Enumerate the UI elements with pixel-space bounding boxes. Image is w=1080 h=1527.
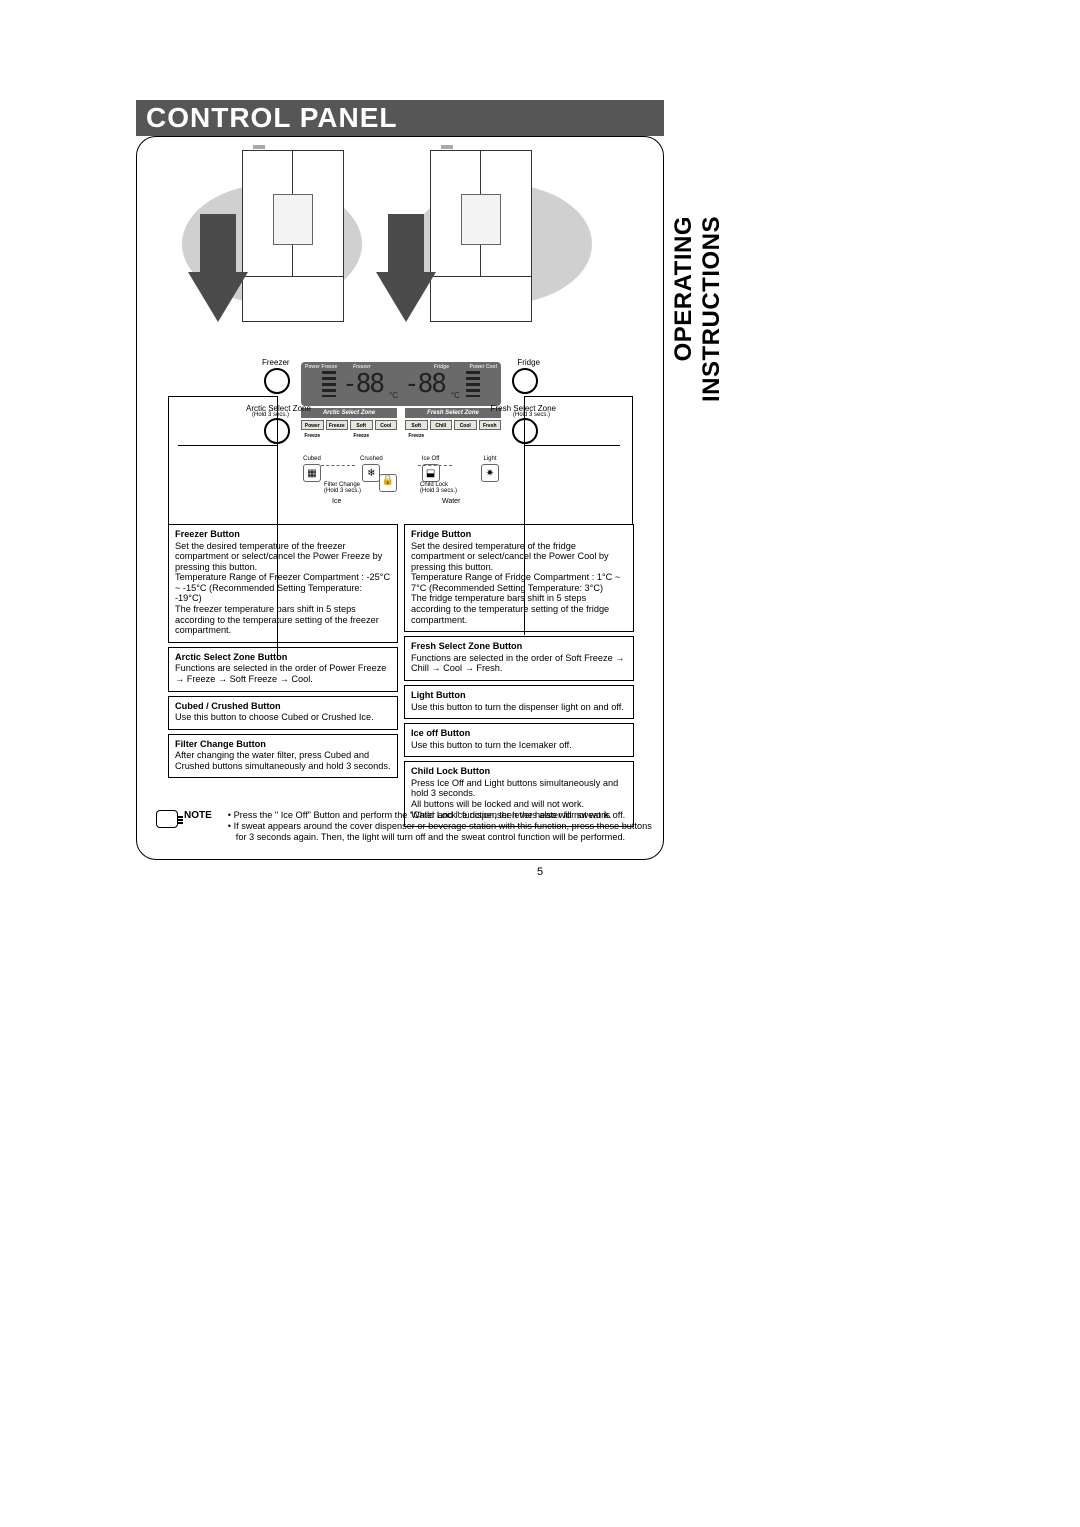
panel-button: Chill <box>430 420 453 430</box>
panel-button: Soft Freeze <box>350 420 373 430</box>
page: CONTROL PANEL OPERATING INSTRUCTIONS Pow… <box>0 0 1080 1527</box>
lead-line <box>168 396 277 397</box>
arrow-down-icon <box>188 214 248 324</box>
light-icon: Light✷ <box>479 456 501 506</box>
desc-title: Filter Change Button <box>175 739 391 750</box>
dash-line <box>321 465 355 466</box>
desc-iceoff-button: Ice off Button Use this button to turn t… <box>404 723 634 757</box>
panel-button: Soft Freeze <box>405 420 428 430</box>
desc-text: Set the desired temperature of the fridg… <box>411 541 627 626</box>
desc-title: Arctic Select Zone Button <box>175 652 391 663</box>
desc-title: Light Button <box>411 690 627 701</box>
section-label: OPERATING INSTRUCTIONS <box>670 216 726 536</box>
fridge-outline <box>242 150 344 322</box>
desc-title: Child Lock Button <box>411 766 627 777</box>
level-bars <box>322 371 336 397</box>
desc-title: Fresh Select Zone Button <box>411 641 627 652</box>
fridge-illustration <box>152 144 648 344</box>
note-list: Press the " Ice Off" Button and perform … <box>218 810 652 843</box>
desc-arctic-button: Arctic Select Zone Button Functions are … <box>168 647 398 692</box>
freezer-label: Freezer <box>262 358 290 367</box>
level-bars <box>466 371 480 397</box>
fridge-outline <box>430 150 532 322</box>
fresh-button-circle <box>512 418 538 444</box>
note-row: NOTE Press the " Ice Off" Button and per… <box>156 810 652 843</box>
panel-button: Fresh <box>479 420 502 430</box>
desc-title: Fridge Button <box>411 529 627 540</box>
arrow-down-icon <box>376 214 436 324</box>
fresh-hold: (Hold 3 secs.) <box>513 412 550 418</box>
desc-title: Ice off Button <box>411 728 627 739</box>
desc-text: After changing the water filter, press C… <box>175 750 391 771</box>
freezer-temp: -88 <box>342 369 383 399</box>
note-item: Press the " Ice Off" Button and perform … <box>228 810 652 821</box>
desc-text: Use this button to turn the dispenser li… <box>411 702 627 713</box>
lcd-label: Fridge <box>434 364 449 370</box>
arctic-hold: (Hold 3 secs.) <box>252 412 289 418</box>
desc-filter-button: Filter Change Button After changing the … <box>168 734 398 779</box>
cubed-icon: Cubed▦ <box>301 456 323 506</box>
lcd-display: Power Freeze Freezer Fridge Power Cool -… <box>301 362 501 406</box>
dash-line <box>418 465 452 466</box>
desc-fridge-button: Fridge Button Set the desired temperatur… <box>404 524 634 632</box>
icon-row: Cubed▦ Crushed❄ Ice Off⬓ Light✷ <box>301 456 501 506</box>
unit: °C <box>451 391 460 400</box>
panel-button: Power Freeze <box>301 420 324 430</box>
filter-label: Filter Change(Hold 3 secs.) <box>324 482 361 494</box>
ice-group-label: Ice <box>332 498 341 505</box>
lcd-label: Power Cool <box>469 364 497 370</box>
desc-col-right: Fridge Button Set the desired temperatur… <box>404 524 634 831</box>
lead-line <box>178 445 277 446</box>
freezer-button-circle <box>264 368 290 394</box>
desc-title: Freezer Button <box>175 529 391 540</box>
fresh-zone-title: Fresh Select Zone <box>405 408 501 418</box>
control-panel-graphic: Power Freeze Freezer Fridge Power Cool -… <box>246 362 556 510</box>
desc-light-button: Light Button Use this button to turn the… <box>404 685 634 719</box>
lead-line <box>524 445 620 446</box>
page-title: CONTROL PANEL <box>146 102 398 133</box>
zone-bar: Arctic Select Zone Fresh Select Zone Pow… <box>301 408 501 442</box>
desc-text: Use this button to turn the Icemaker off… <box>411 740 627 751</box>
iceoff-icon: Ice Off⬓ <box>420 456 442 506</box>
desc-fresh-button: Fresh Select Zone Button Functions are s… <box>404 636 634 681</box>
note-icon <box>156 810 178 828</box>
panel-button: Cool <box>454 420 477 430</box>
childlock-icon: 🔒 <box>379 474 397 492</box>
note-label: NOTE <box>184 810 212 822</box>
desc-text: Use this button to choose Cubed or Crush… <box>175 712 391 723</box>
header-bar: CONTROL PANEL <box>136 100 664 136</box>
fridge-label: Fridge <box>517 358 540 367</box>
desc-text: Functions are selected in the order of S… <box>411 653 627 674</box>
water-group-label: Water <box>442 498 460 505</box>
desc-title: Cubed / Crushed Button <box>175 701 391 712</box>
lead-line <box>168 396 169 524</box>
childlock-label: Child Lock(Hold 3 secs.) <box>420 482 457 494</box>
desc-text: Functions are selected in the order of P… <box>175 663 391 684</box>
desc-text: Set the desired temperature of the freez… <box>175 541 391 636</box>
fridge-temp: -88 <box>404 369 445 399</box>
lcd-label: Power Freeze <box>305 364 337 370</box>
desc-freezer-button: Freezer Button Set the desired temperatu… <box>168 524 398 643</box>
desc-col-left: Freezer Button Set the desired temperatu… <box>168 524 398 782</box>
lcd-label: Freezer <box>353 364 371 370</box>
lead-line <box>524 396 632 397</box>
fridge-button-circle <box>512 368 538 394</box>
note-item: If sweat appears around the cover dispen… <box>228 821 652 843</box>
page-number: 5 <box>0 866 1080 878</box>
lead-line <box>632 396 633 524</box>
panel-button: Cool <box>375 420 398 430</box>
unit: °C <box>389 391 398 400</box>
desc-cubed-button: Cubed / Crushed Button Use this button t… <box>168 696 398 730</box>
panel-button: Freeze <box>326 420 349 430</box>
arctic-zone-title: Arctic Select Zone <box>301 408 397 418</box>
